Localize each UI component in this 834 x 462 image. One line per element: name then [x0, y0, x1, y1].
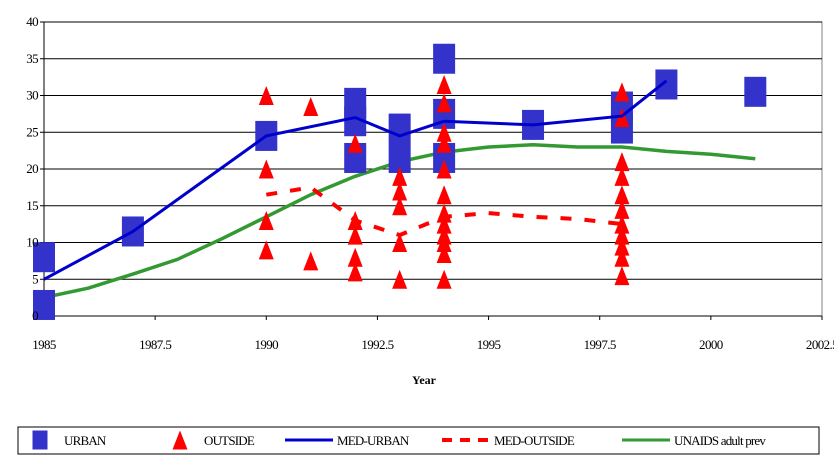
legend-item-unaids-adult-prev: UNAIDS adult prev [622, 433, 767, 448]
x-tick-label: 2000 [699, 337, 723, 352]
x-tick-label: 1987.5 [139, 337, 171, 352]
data-point-urban [344, 87, 367, 118]
data-point-outside [303, 251, 319, 271]
data-point-urban [388, 113, 411, 144]
legend-box [17, 426, 820, 455]
data-point-outside [258, 159, 274, 179]
data-point-urban [33, 242, 55, 273]
series-line-med-urban [43, 79, 668, 281]
series-med-outside [265, 185, 623, 238]
y-tick-label: 25 [26, 124, 38, 139]
legend: URBAN OUTSIDE MED-URBAN MED-OUTSIDE UNAIDS a… [32, 430, 767, 450]
x-tick-label: 2002.5 [806, 337, 834, 352]
data-point-outside [614, 166, 630, 186]
data-point-outside [347, 225, 363, 245]
legend-label: MED-URBAN [337, 433, 410, 448]
y-tick-label: 0 [32, 308, 38, 323]
x-tick-label: 1990 [254, 337, 278, 352]
legend-label: OUTSIDE [204, 433, 255, 448]
legend-item-urban: URBAN [32, 430, 108, 450]
series-med-urban [43, 79, 668, 281]
y-tick-label: 5 [32, 271, 38, 286]
data-point-outside [392, 196, 408, 216]
data-point-outside [258, 86, 274, 105]
data-point-outside [347, 262, 363, 282]
data-point-outside [436, 233, 452, 252]
data-point-outside [614, 185, 630, 205]
legend-item-outside: OUTSIDE [172, 430, 256, 450]
data-point-outside [614, 82, 630, 102]
data-point-urban [744, 76, 767, 107]
x-tick-label: 1995 [477, 337, 501, 352]
data-point-outside [436, 185, 452, 205]
data-point-urban [433, 43, 456, 74]
data-point-outside [436, 122, 452, 142]
data-point-outside [347, 133, 363, 153]
x-tick-label: 1997.5 [584, 337, 616, 352]
series-line-med-outside [265, 185, 623, 238]
legend-label: URBAN [64, 433, 107, 448]
data-point-outside [436, 159, 452, 179]
legend-swatch-outside [172, 430, 188, 450]
data-point-urban [33, 289, 55, 320]
data-point-outside [392, 181, 408, 201]
tick-labels: 0 5 10 15 20 25 30 35 40 1985 1987.5 1990 1992.5 1995… [26, 14, 834, 352]
x-tick-label: 1985 [32, 337, 56, 352]
legend-label: UNAIDS adult prev [674, 433, 766, 448]
data-point-outside [392, 233, 408, 252]
data-point-outside [347, 247, 363, 267]
data-point-outside [258, 210, 274, 230]
data-point-outside [436, 133, 452, 153]
data-point-outside [614, 266, 630, 286]
data-point-outside [614, 236, 630, 256]
y-tick-label: 15 [26, 198, 38, 213]
series-layer [33, 43, 767, 320]
data-point-outside [436, 74, 452, 94]
data-point-outside [392, 166, 408, 186]
data-point-outside [436, 244, 452, 264]
data-point-urban [655, 69, 678, 100]
data-point-outside [614, 199, 630, 219]
y-tick-label: 40 [26, 14, 38, 29]
legend-label: MED-OUTSIDE [494, 433, 575, 448]
data-point-outside [614, 225, 630, 245]
y-tick-label: 30 [26, 88, 38, 103]
y-tick-label: 20 [26, 161, 38, 176]
data-point-outside [614, 247, 630, 267]
legend-item-med-urban: MED-URBAN [285, 433, 411, 448]
data-point-outside [303, 97, 319, 117]
data-point-outside [436, 93, 452, 113]
data-point-urban [388, 142, 411, 173]
series-outside [258, 74, 630, 289]
data-point-outside [436, 214, 452, 234]
data-point-outside [436, 269, 452, 289]
x-tick-label: 1992.5 [361, 337, 393, 352]
y-tick-label: 35 [26, 51, 38, 66]
y-tick-label: 10 [26, 235, 38, 250]
data-point-outside [258, 240, 274, 260]
data-point-outside [614, 152, 630, 172]
legend-swatch-urban [32, 430, 48, 450]
data-point-outside [614, 214, 630, 234]
data-point-outside [392, 269, 408, 289]
x-axis-title: Year [412, 373, 437, 387]
legend-item-med-outside: MED-OUTSIDE [442, 433, 576, 448]
